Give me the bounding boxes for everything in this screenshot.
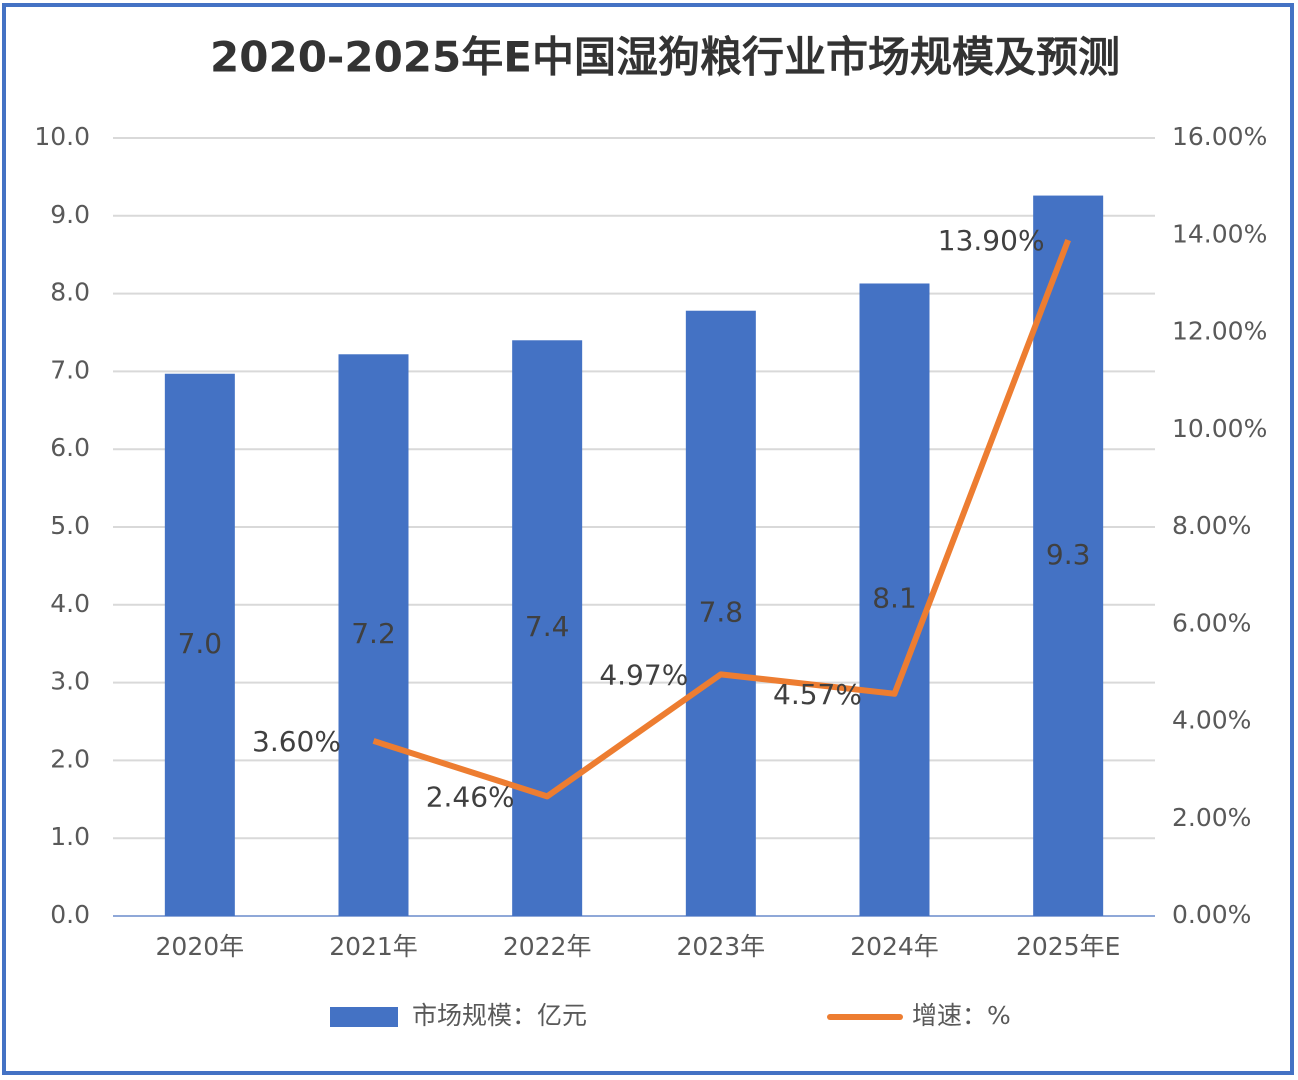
bar-label: 7.4	[525, 610, 570, 643]
x-tick-label: 2020年	[156, 932, 245, 961]
y2-tick-label: 4.00%	[1172, 706, 1251, 735]
bar-label: 7.8	[699, 595, 744, 628]
y-tick-label: 5.0	[50, 511, 90, 540]
y2-tick-label: 12.00%	[1172, 317, 1267, 346]
y2-tick-label: 8.00%	[1172, 511, 1251, 540]
x-tick-label: 2024年	[850, 932, 939, 961]
y2-tick-label: 10.00%	[1172, 414, 1267, 443]
line-label: 2.46%	[426, 780, 515, 813]
bar	[859, 283, 930, 917]
y-tick-label: 1.0	[50, 822, 90, 851]
y-tick-label: 2.0	[50, 744, 90, 773]
chart-title: 2020-2025年E中国湿狗粮行业市场规模及预测	[210, 33, 1120, 82]
y2-tick-label: 14.00%	[1172, 219, 1267, 248]
bar-label: 8.1	[872, 582, 917, 615]
bar	[1033, 195, 1104, 916]
bar	[512, 340, 583, 916]
y-tick-label: 3.0	[50, 667, 90, 696]
bar	[685, 310, 756, 916]
y-tick-label: 6.0	[50, 433, 90, 462]
legend-label: 市场规模：亿元	[412, 1001, 587, 1030]
legend-swatch	[330, 1007, 398, 1027]
y2-tick-label: 16.00%	[1172, 122, 1267, 151]
bar-label: 7.0	[178, 627, 223, 660]
line-label: 3.60%	[252, 725, 341, 758]
x-tick-label: 2023年	[677, 932, 766, 961]
y2-tick-label: 0.00%	[1172, 900, 1251, 929]
legend-label: 增速：%	[912, 1001, 1011, 1030]
bar	[338, 354, 409, 916]
y-tick-label: 8.0	[50, 278, 90, 307]
bar	[164, 373, 235, 916]
y-tick-label: 10.0	[34, 122, 90, 151]
line	[372, 239, 1071, 800]
line-label: 13.90%	[938, 224, 1045, 257]
y-tick-label: 7.0	[50, 355, 90, 384]
y-tick-label: 0.0	[50, 900, 90, 929]
y-tick-label: 9.0	[50, 200, 90, 229]
y2-tick-label: 2.00%	[1172, 803, 1251, 832]
line-label: 4.97%	[599, 658, 688, 691]
x-tick-label: 2021年	[329, 932, 418, 961]
bar-label: 9.3	[1046, 538, 1091, 571]
bar-label: 7.2	[351, 617, 396, 650]
y-tick-label: 4.0	[50, 589, 90, 618]
y2-tick-label: 6.00%	[1172, 608, 1251, 637]
line-label: 4.57%	[773, 678, 862, 711]
x-tick-label: 2025年E	[1016, 932, 1120, 961]
x-tick-label: 2022年	[503, 932, 592, 961]
